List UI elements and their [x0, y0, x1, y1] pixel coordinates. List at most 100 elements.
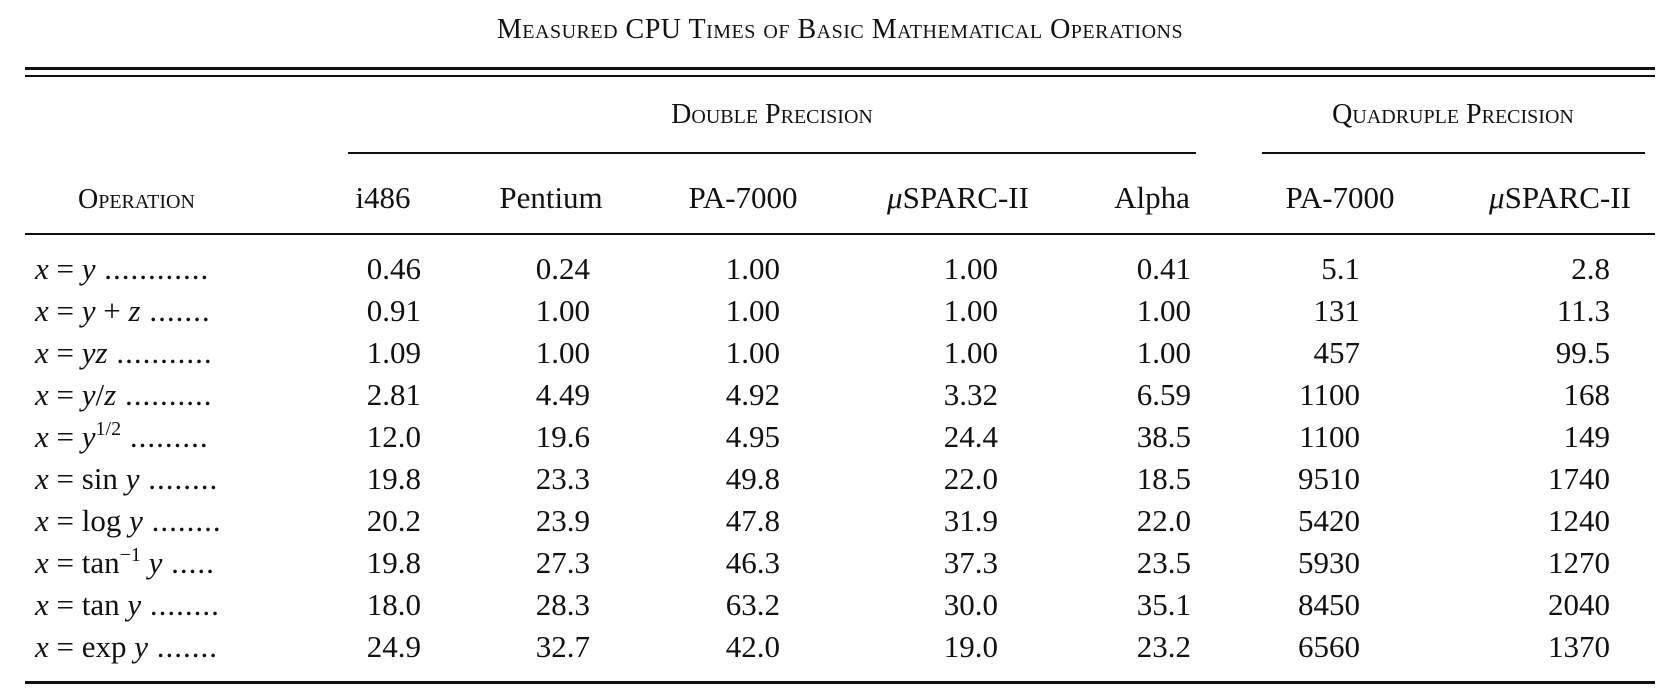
value-cell-pa7000_q: 5930	[1298, 545, 1360, 580]
quadruple-group-rule	[1262, 152, 1645, 154]
value-cell-i486: 18.0	[366, 587, 421, 622]
value-cell-usparc_q: 99.5	[1555, 335, 1610, 370]
value-cell-pa7000_q: 1100	[1299, 419, 1360, 454]
table-title: Measured CPU Times of Basic Mathematical…	[496, 14, 1184, 45]
value-cell-pa7000_q: 5420	[1298, 503, 1360, 538]
value-cell-usparc_q: 1270	[1548, 545, 1610, 580]
value-cell-pa7000_q: 131	[1313, 293, 1361, 328]
value-cell-usparc_q: 11.3	[1556, 293, 1610, 328]
col-header-pa7000-double: PA-7000	[688, 180, 798, 215]
group-header-quadruple: Quadruple Precision	[1332, 99, 1574, 130]
value-cell-pentium: 19.6	[535, 419, 590, 454]
value-cell-i486: 0.91	[366, 293, 421, 328]
value-cell-i486: 2.81	[366, 377, 421, 412]
header-rule	[25, 233, 1655, 235]
col-header-alpha: Alpha	[1114, 180, 1190, 215]
value-cell-pentium: 1.00	[535, 335, 590, 370]
value-cell-pa7000_d: 1.00	[725, 335, 780, 370]
value-cell-pentium: 4.49	[535, 377, 590, 412]
value-cell-alpha: 35.1	[1136, 587, 1191, 622]
value-cell-pentium: 23.9	[535, 503, 590, 538]
value-cell-pa7000_q: 1100	[1299, 377, 1360, 412]
value-cell-alpha: 22.0	[1136, 503, 1191, 538]
col-header-usparc-double: μSPARC-II	[887, 180, 1029, 216]
operation-cell: x = y1/2 .........	[35, 418, 209, 454]
value-cell-alpha: 38.5	[1136, 419, 1191, 454]
mu-symbol: μ	[887, 180, 903, 215]
operation-cell: x = y + z .......	[35, 293, 211, 328]
value-cell-usparc_q: 168	[1563, 377, 1611, 412]
operation-cell: x = y/z ..........	[35, 377, 213, 412]
value-cell-pa7000_d: 1.00	[725, 293, 780, 328]
operation-cell: x = exp y .......	[35, 629, 219, 664]
value-cell-pa7000_q: 9510	[1298, 461, 1360, 496]
value-cell-i486: 0.46	[366, 251, 421, 286]
value-cell-pa7000_q: 5.1	[1321, 251, 1360, 286]
value-cell-pa7000_d: 47.8	[725, 503, 780, 538]
value-cell-usparc_q: 2040	[1548, 587, 1610, 622]
value-cell-pa7000_d: 4.95	[725, 419, 780, 454]
value-cell-alpha: 18.5	[1136, 461, 1191, 496]
col-header-pa7000-quad: PA-7000	[1285, 180, 1395, 215]
value-cell-usparc_q: 149	[1563, 419, 1611, 454]
value-cell-usparc_q: 1740	[1548, 461, 1610, 496]
value-cell-usparc_d: 30.0	[943, 587, 998, 622]
value-cell-pa7000_d: 42.0	[725, 629, 780, 664]
value-cell-usparc_d: 1.00	[943, 335, 998, 370]
bottom-rule	[25, 681, 1655, 684]
value-cell-pa7000_q: 457	[1313, 335, 1361, 370]
value-cell-alpha: 0.41	[1136, 251, 1191, 286]
operation-cell: x = tan−1 y .....	[35, 544, 215, 580]
operation-header: Operation	[78, 184, 195, 215]
value-cell-pa7000_d: 49.8	[725, 461, 780, 496]
value-cell-usparc_q: 1370	[1548, 629, 1610, 664]
value-cell-usparc_d: 22.0	[943, 461, 998, 496]
value-cell-i486: 24.9	[366, 629, 421, 664]
value-cell-pa7000_d: 1.00	[725, 251, 780, 286]
value-cell-usparc_d: 3.32	[943, 377, 998, 412]
value-cell-usparc_d: 1.00	[943, 251, 998, 286]
value-cell-alpha: 23.5	[1136, 545, 1191, 580]
col-header-pentium: Pentium	[499, 180, 603, 215]
value-cell-usparc_d: 24.4	[943, 419, 998, 454]
value-cell-usparc_q: 2.8	[1571, 251, 1610, 286]
mu-symbol: μ	[1489, 180, 1505, 215]
group-header-double: Double Precision	[671, 99, 873, 130]
value-cell-alpha: 6.59	[1136, 377, 1191, 412]
top-rule-1	[25, 67, 1655, 70]
value-cell-alpha: 23.2	[1136, 629, 1191, 664]
value-cell-usparc_q: 1240	[1548, 503, 1610, 538]
value-cell-alpha: 1.00	[1136, 335, 1191, 370]
value-cell-pentium: 32.7	[535, 629, 590, 664]
col-header-usparc-quad: μSPARC-II	[1489, 180, 1631, 216]
value-cell-usparc_d: 1.00	[943, 293, 998, 328]
value-cell-i486: 19.8	[366, 461, 421, 496]
col-header-usparc-quad-label: SPARC-II	[1504, 180, 1631, 215]
value-cell-pa7000_q: 8450	[1298, 587, 1360, 622]
col-header-i486: i486	[355, 180, 411, 215]
value-cell-i486: 12.0	[366, 419, 421, 454]
value-cell-pa7000_d: 63.2	[725, 587, 780, 622]
value-cell-i486: 1.09	[366, 335, 421, 370]
value-cell-pentium: 27.3	[535, 545, 590, 580]
col-header-usparc-double-label: SPARC-II	[902, 180, 1029, 215]
operation-cell: x = y ............	[35, 251, 210, 286]
value-cell-usparc_d: 37.3	[943, 545, 998, 580]
value-cell-pa7000_q: 6560	[1298, 629, 1360, 664]
top-rule-2	[25, 75, 1655, 77]
value-cell-pa7000_d: 46.3	[725, 545, 780, 580]
operation-cell: x = yz ...........	[35, 335, 213, 370]
value-cell-usparc_d: 31.9	[943, 503, 998, 538]
value-cell-usparc_d: 19.0	[943, 629, 998, 664]
double-group-rule	[348, 152, 1196, 154]
operation-cell: x = log y ........	[35, 503, 222, 538]
value-cell-i486: 19.8	[366, 545, 421, 580]
operation-cell: x = tan y ........	[35, 587, 220, 622]
value-cell-pentium: 23.3	[535, 461, 590, 496]
value-cell-i486: 20.2	[366, 503, 421, 538]
operation-cell: x = sin y ........	[35, 461, 219, 496]
value-cell-alpha: 1.00	[1136, 293, 1191, 328]
value-cell-pentium: 28.3	[535, 587, 590, 622]
value-cell-pentium: 0.24	[535, 251, 590, 286]
value-cell-pentium: 1.00	[535, 293, 590, 328]
